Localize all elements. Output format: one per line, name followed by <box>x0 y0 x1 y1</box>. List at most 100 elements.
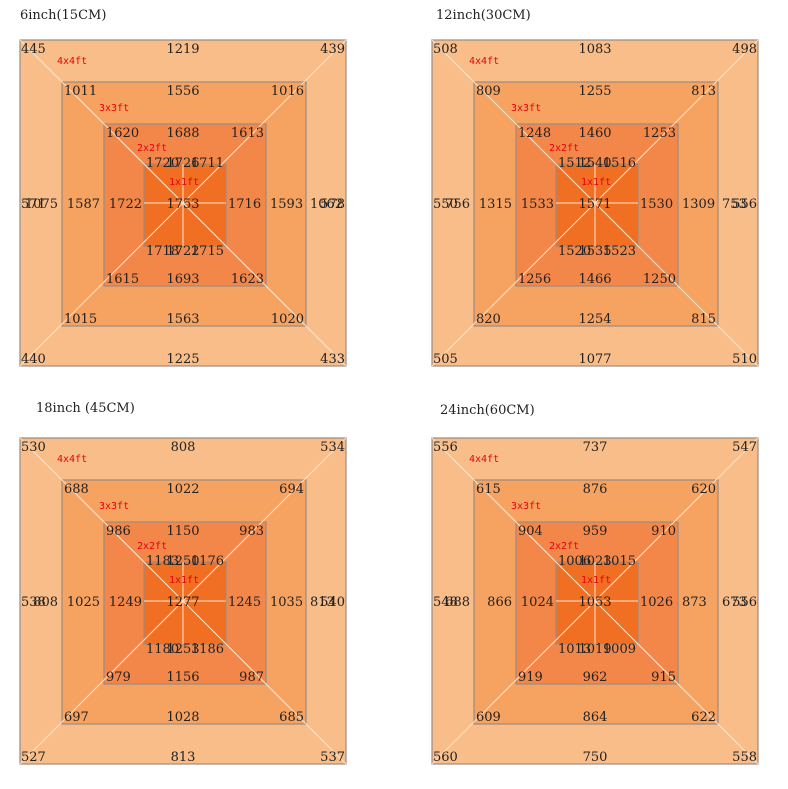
par-value: 1013 <box>558 642 591 657</box>
par-value: 445 <box>21 42 46 57</box>
par-value: 1016 <box>271 84 304 99</box>
par-value: 688 <box>445 595 470 610</box>
par-value: 813 <box>310 595 335 610</box>
par-value: 508 <box>433 42 458 57</box>
panel-title: 6inch(15CM) <box>20 8 107 23</box>
par-value: 1186 <box>191 642 224 657</box>
par-value: 1613 <box>231 126 264 141</box>
par-value: 622 <box>691 710 716 725</box>
par-value: 864 <box>583 710 608 725</box>
par-value-center: 1277 <box>166 595 199 610</box>
par-value: 440 <box>21 352 46 367</box>
par-value: 433 <box>320 352 345 367</box>
par-value: 750 <box>583 750 608 765</box>
par-value: 756 <box>445 197 470 212</box>
par-value: 439 <box>320 42 345 57</box>
par-value: 1722 <box>166 244 199 259</box>
par-value: 987 <box>239 670 264 685</box>
par-value: 1253 <box>166 642 199 657</box>
par-value: 550 <box>433 197 458 212</box>
par-value: 556 <box>732 197 757 212</box>
par-value: 548 <box>433 595 458 610</box>
par-value: 1019 <box>578 642 611 657</box>
par-value: 983 <box>239 524 264 539</box>
par-value: 1253 <box>643 126 676 141</box>
zone-label: 1x1ft <box>581 575 611 586</box>
par-value: 813 <box>171 750 196 765</box>
par-value: 1718 <box>146 244 179 259</box>
par-value: 1315 <box>479 197 512 212</box>
zone-label: 1x1ft <box>581 177 611 188</box>
par-value: 694 <box>279 482 304 497</box>
par-value: 615 <box>476 482 501 497</box>
par-value: 1248 <box>518 126 551 141</box>
par-value: 530 <box>21 440 46 455</box>
par-value: 1516 <box>603 156 636 171</box>
par-value: 1225 <box>166 352 199 367</box>
par-value: 1587 <box>67 197 100 212</box>
par-value: 1523 <box>603 244 636 259</box>
zone-label: 4x4ft <box>469 454 499 465</box>
par-value: 737 <box>583 440 608 455</box>
par-value: 753 <box>722 197 747 212</box>
par-value: 1593 <box>270 197 303 212</box>
par-value: 1023 <box>578 554 611 569</box>
par-grid-18inch: 530 808 534 538 540 527 813 537 688 1022 694 808 813… <box>19 437 347 765</box>
par-value: 498 <box>732 42 757 57</box>
par-value: 673 <box>722 595 747 610</box>
zone-label: 3x3ft <box>511 103 541 114</box>
par-value: 1720 <box>146 156 179 171</box>
par-value: 979 <box>106 670 131 685</box>
par-value: 540 <box>320 595 345 610</box>
zone-label: 4x4ft <box>469 56 499 67</box>
zone-label: 2x2ft <box>137 541 167 552</box>
par-value: 1015 <box>64 312 97 327</box>
par-value: 1062 <box>310 197 343 212</box>
zone-label: 3x3ft <box>99 501 129 512</box>
par-value: 1180 <box>146 642 179 657</box>
par-value: 1176 <box>191 554 224 569</box>
par-value: 1249 <box>109 595 142 610</box>
par-value: 1715 <box>191 244 224 259</box>
par-grid-12inch: 508 1083 498 550 556 505 1077 510 809 1255 813 756 7… <box>431 39 759 367</box>
par-value: 866 <box>487 595 512 610</box>
par-value: 556 <box>433 440 458 455</box>
par-value-center: 1053 <box>578 595 611 610</box>
par-value: 1726 <box>166 156 199 171</box>
par-value: 1024 <box>521 595 554 610</box>
par-value: 537 <box>320 750 345 765</box>
par-value: 904 <box>518 524 543 539</box>
par-value: 1530 <box>640 197 673 212</box>
zone-label: 2x2ft <box>137 143 167 154</box>
par-value: 1535 <box>578 244 611 259</box>
par-value: 1722 <box>109 197 142 212</box>
par-value: 1309 <box>682 197 715 212</box>
zone-label: 1x1ft <box>169 575 199 586</box>
par-value: 1026 <box>640 595 673 610</box>
par-value: 1156 <box>166 670 199 685</box>
par-value: 809 <box>476 84 501 99</box>
zone-label: 1x1ft <box>169 177 199 188</box>
par-value: 808 <box>171 440 196 455</box>
par-value: 962 <box>583 670 608 685</box>
par-value: 910 <box>651 524 676 539</box>
panel-title: 12inch(30CM) <box>436 8 531 23</box>
par-value: 571 <box>21 197 46 212</box>
par-value: 1183 <box>146 554 179 569</box>
par-value: 1711 <box>191 156 224 171</box>
par-value: 1615 <box>106 272 139 287</box>
par-value: 1688 <box>166 126 199 141</box>
par-value: 505 <box>433 352 458 367</box>
par-value: 556 <box>732 595 757 610</box>
par-value: 1015 <box>603 554 636 569</box>
par-value: 1035 <box>270 595 303 610</box>
par-value: 685 <box>279 710 304 725</box>
par-value: 527 <box>21 750 46 765</box>
par-value-center: 1753 <box>166 197 199 212</box>
par-value: 1623 <box>231 272 264 287</box>
par-value: 1520 <box>558 244 591 259</box>
par-value: 609 <box>476 710 501 725</box>
par-value: 1466 <box>578 272 611 287</box>
par-value: 1022 <box>166 482 199 497</box>
zone-label: 4x4ft <box>57 56 87 67</box>
